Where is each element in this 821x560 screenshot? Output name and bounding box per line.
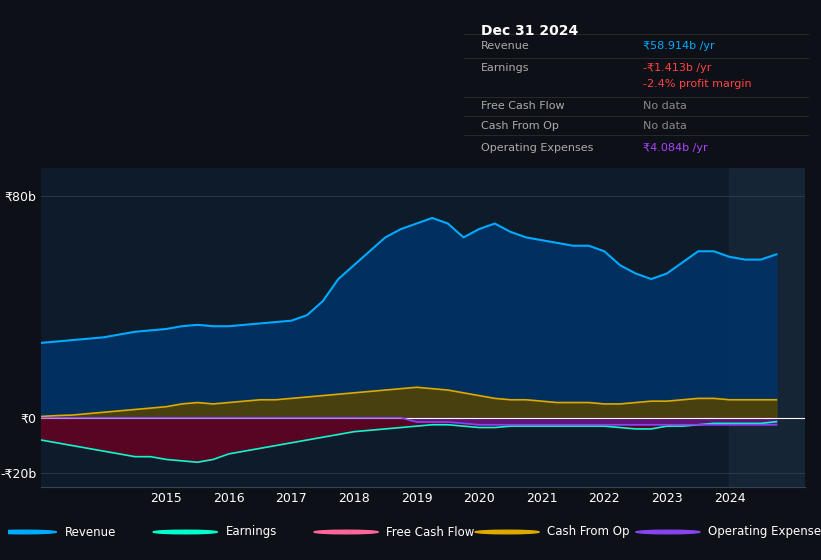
Text: Earnings: Earnings [481, 63, 530, 73]
Text: Revenue: Revenue [481, 41, 530, 51]
Text: Revenue: Revenue [65, 525, 116, 539]
Circle shape [314, 530, 378, 534]
Text: No data: No data [643, 101, 687, 111]
Text: Cash From Op: Cash From Op [548, 525, 630, 539]
Text: Free Cash Flow: Free Cash Flow [481, 101, 565, 111]
Circle shape [635, 530, 700, 534]
Text: -₹1.413b /yr: -₹1.413b /yr [643, 63, 712, 73]
Text: Cash From Op: Cash From Op [481, 121, 559, 131]
Text: Earnings: Earnings [226, 525, 277, 539]
Text: Dec 31 2024: Dec 31 2024 [481, 24, 578, 38]
Text: ₹4.084b /yr: ₹4.084b /yr [643, 143, 708, 153]
Text: Free Cash Flow: Free Cash Flow [387, 525, 475, 539]
Text: No data: No data [643, 121, 687, 131]
Text: ₹58.914b /yr: ₹58.914b /yr [643, 41, 715, 51]
Circle shape [153, 530, 218, 534]
Bar [730, 168, 805, 487]
Text: Operating Expenses: Operating Expenses [709, 525, 821, 539]
Text: Operating Expenses: Operating Expenses [481, 143, 594, 153]
Circle shape [475, 530, 539, 534]
Text: -2.4% profit margin: -2.4% profit margin [643, 79, 752, 89]
Circle shape [0, 530, 57, 534]
